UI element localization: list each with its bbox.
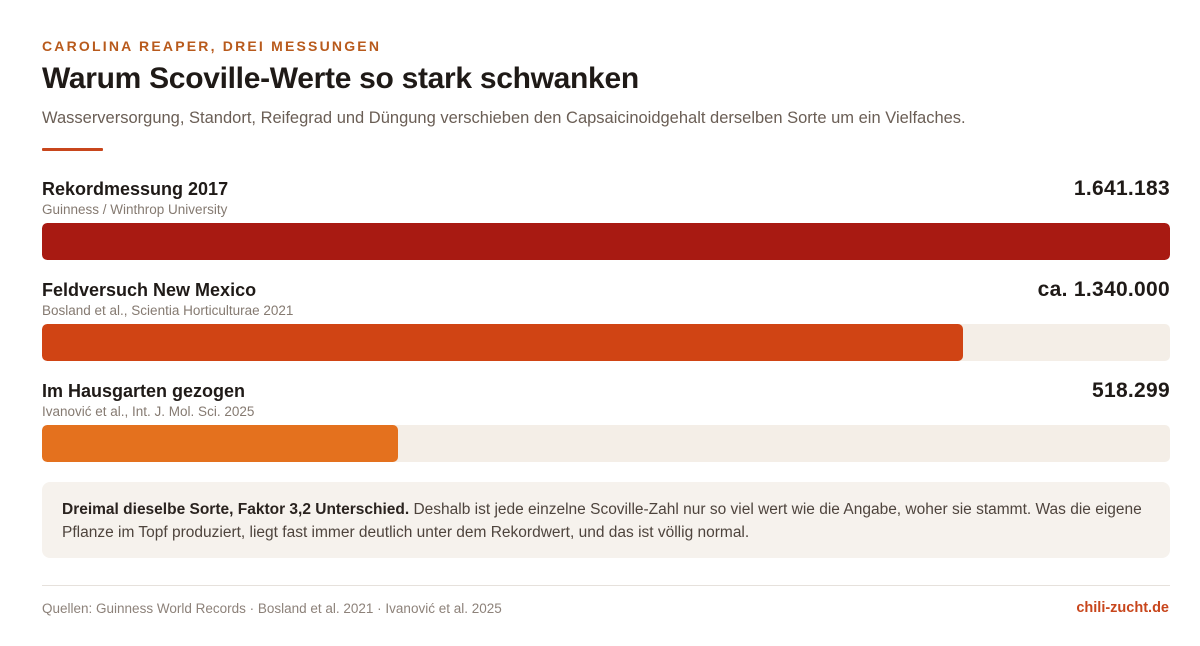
bar-value-label: 518.299 <box>1091 379 1170 402</box>
brand-link[interactable]: chili-zucht.de <box>1076 600 1169 616</box>
note-lead: Dreimal dieselbe Sorte, Faktor 3,2 Unter… <box>62 501 410 518</box>
bar-row-record: Rekordmessung 2017 Guinness / Winthrop U… <box>42 176 1170 277</box>
bar-row-field-trial: Feldversuch New Mexico Bosland et al., S… <box>42 277 1170 378</box>
page-subtitle: Wasserversorgung, Standort, Reifegrad un… <box>42 109 966 127</box>
sources-text: Quellen: Guinness World Records · Boslan… <box>42 601 502 616</box>
bar-label: Im Hausgarten gezogen <box>42 381 246 401</box>
bar-source: Ivanović et al., Int. J. Mol. Sci. 2025 <box>42 404 255 419</box>
bar-source: Guinness / Winthrop University <box>42 202 228 217</box>
note-box: Dreimal dieselbe Sorte, Faktor 3,2 Unter… <box>42 482 1170 558</box>
accent-rule <box>42 148 103 151</box>
bar-chart: Rekordmessung 2017 Guinness / Winthrop U… <box>42 176 1170 479</box>
bar-fill-home-garden <box>42 425 398 462</box>
bar-label: Rekordmessung 2017 <box>42 179 229 199</box>
bar-source: Bosland et al., Scientia Horticulturae 2… <box>42 303 294 318</box>
note-text: Deshalb ist jede einzelne Scoville-Zahl … <box>62 501 1142 541</box>
bar-value-label: ca. 1.340.000 <box>1037 278 1170 301</box>
bar-fill-field-trial <box>42 324 963 361</box>
page-title: Warum Scoville-Werte so stark schwanken <box>42 62 639 95</box>
bar-value-label: 1.641.183 <box>1073 177 1170 200</box>
kicker: CAROLINA REAPER, DREI MESSUNGEN <box>42 38 382 54</box>
bar-track <box>42 324 1170 361</box>
bar-row-home-garden: Im Hausgarten gezogen Ivanović et al., I… <box>42 378 1170 479</box>
bar-fill-record <box>42 223 1170 260</box>
bar-label: Feldversuch New Mexico <box>42 280 257 300</box>
bar-track <box>42 223 1170 260</box>
footer-divider <box>42 585 1170 586</box>
bar-track <box>42 425 1170 462</box>
